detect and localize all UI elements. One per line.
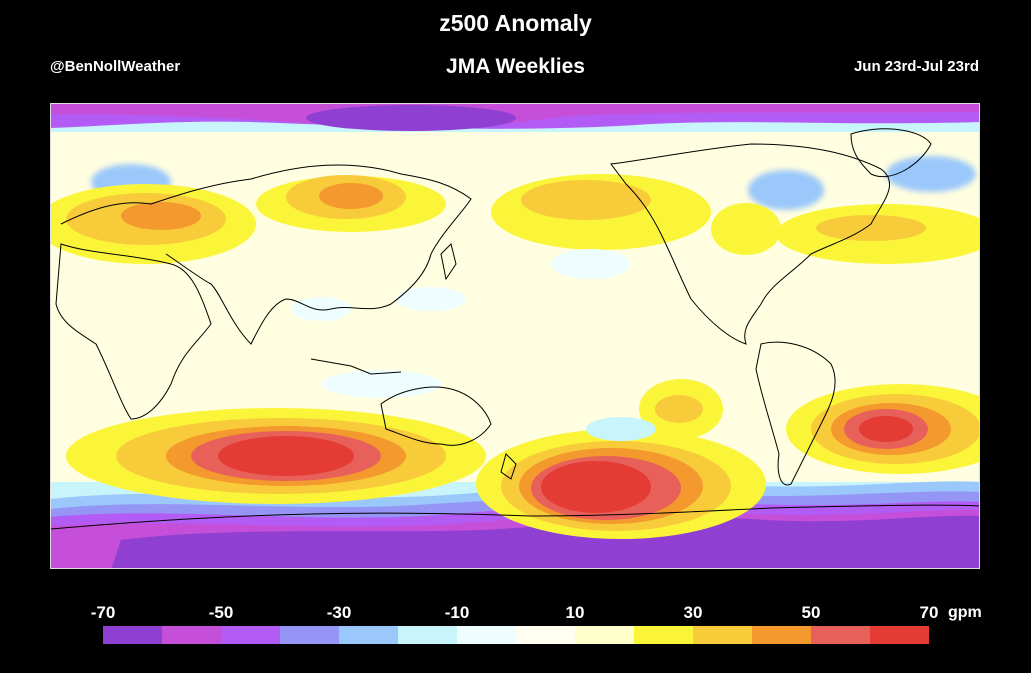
anomaly-map: [50, 103, 980, 569]
map-title: z500 Anomaly: [439, 10, 592, 36]
colorbar-labels: -70 -50 -30 -10 10 30 50 70: [0, 603, 1031, 625]
colorbar-segment: [634, 626, 693, 644]
positive-anomalies: [51, 174, 979, 539]
colorbar-tick-label: -70: [90, 603, 116, 622]
date-range: Jun 23rd-Jul 23rd: [853, 58, 979, 75]
colorbar-tick-label: -30: [326, 603, 352, 622]
colorbar-segment: [457, 626, 516, 644]
colorbar-segment: [398, 626, 457, 644]
colorbar-tick-label: 70: [919, 603, 939, 622]
colorbar-segment: [575, 626, 634, 644]
colorbar-segment: [693, 626, 752, 644]
anomaly-map-svg: [51, 104, 979, 568]
colorbar-segment: [870, 626, 929, 644]
colorbar-tick-label: 10: [565, 603, 585, 622]
author-credit: @BenNollWeather: [50, 58, 181, 75]
colorbar-segment: [103, 626, 162, 644]
coastlines: [51, 128, 979, 530]
colorbar-segment: [221, 626, 280, 644]
colorbar-segment: [516, 626, 575, 644]
arctic-bands: [51, 104, 979, 210]
colorbar-tick-label: 30: [683, 603, 703, 622]
colorbar-segment: [811, 626, 870, 644]
colorbar-segment: [339, 626, 398, 644]
colorbar: [103, 626, 929, 644]
colorbar-unit: gpm: [948, 604, 982, 621]
colorbar-segment: [280, 626, 339, 644]
negative-anomalies: [291, 249, 656, 441]
colorbar-segment: [752, 626, 811, 644]
model-subtitle: JMA Weeklies: [446, 55, 585, 78]
colorbar-segment: [162, 626, 221, 644]
colorbar-tick-label: -10: [444, 603, 470, 622]
colorbar-tick-label: 50: [801, 603, 821, 622]
colorbar-tick-label: -50: [208, 603, 234, 622]
